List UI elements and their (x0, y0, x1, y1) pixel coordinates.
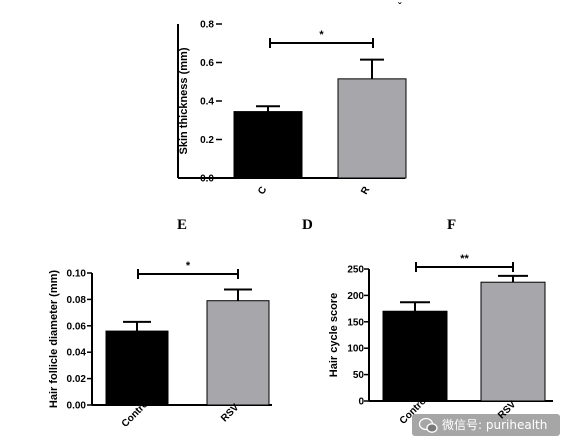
y-tick-label: 0.6 (200, 58, 214, 69)
watermark-background (412, 414, 560, 436)
bar-control (105, 330, 169, 406)
panel-label-f: F (447, 217, 456, 233)
watermark-text: 微信号: purihealth (442, 418, 547, 432)
chart-hair-follicle-diameter: 0.00 0.02 0.04 0.06 0.08 0.10 Hair follicle di… (48, 260, 272, 430)
stray-mark: ˇ (398, 2, 402, 13)
panel-label-d: D (302, 217, 313, 233)
y-axis-title: Skin thickness (mm) (178, 47, 190, 154)
significance-label: * (186, 260, 191, 272)
y-tick-label: 0.10 (67, 269, 87, 280)
y-tick-label: 0.8 (200, 20, 214, 31)
y-tick-label: 0.06 (67, 321, 87, 332)
wechat-logo-icon (418, 417, 438, 433)
bar-rsv (480, 281, 546, 402)
watermark: 微信号: purihealth (412, 414, 560, 436)
chart-skin-thickness: 0.0 0.2 0.4 0.6 0.8 Skin thickness (mm) C R * (177, 20, 407, 197)
y-tick-label: 50 (353, 370, 365, 381)
y-tick-label: 0.04 (67, 348, 87, 359)
bar-r (337, 78, 407, 179)
y-tick-label: 0.0 (200, 174, 214, 185)
y-tick-label: 0.4 (200, 97, 214, 108)
y-tick-label: 200 (347, 291, 364, 302)
x-tick-label: R (359, 184, 373, 196)
bar-rsv (206, 300, 270, 406)
y-axis-title: Hair follicle diameter (mm) (48, 270, 60, 408)
bar-control (382, 310, 448, 402)
y-tick-label: 0.02 (67, 374, 87, 385)
y-axis-title: Hair cycle score (328, 293, 340, 377)
panel-label-e: E (177, 217, 187, 233)
y-tick-label: 250 (347, 265, 364, 276)
y-tick-label: 0.08 (67, 295, 87, 306)
y-tick-label: 0 (358, 397, 364, 408)
significance-label: * (319, 29, 324, 41)
bar-c (233, 111, 303, 179)
y-tick-label: 0.2 (200, 135, 214, 146)
y-tick-label: 0.00 (67, 401, 87, 412)
y-tick-label: 100 (347, 344, 364, 355)
x-tick-label: C (256, 185, 269, 197)
y-tick-label: 150 (347, 317, 364, 328)
significance-label: ** (460, 253, 469, 265)
